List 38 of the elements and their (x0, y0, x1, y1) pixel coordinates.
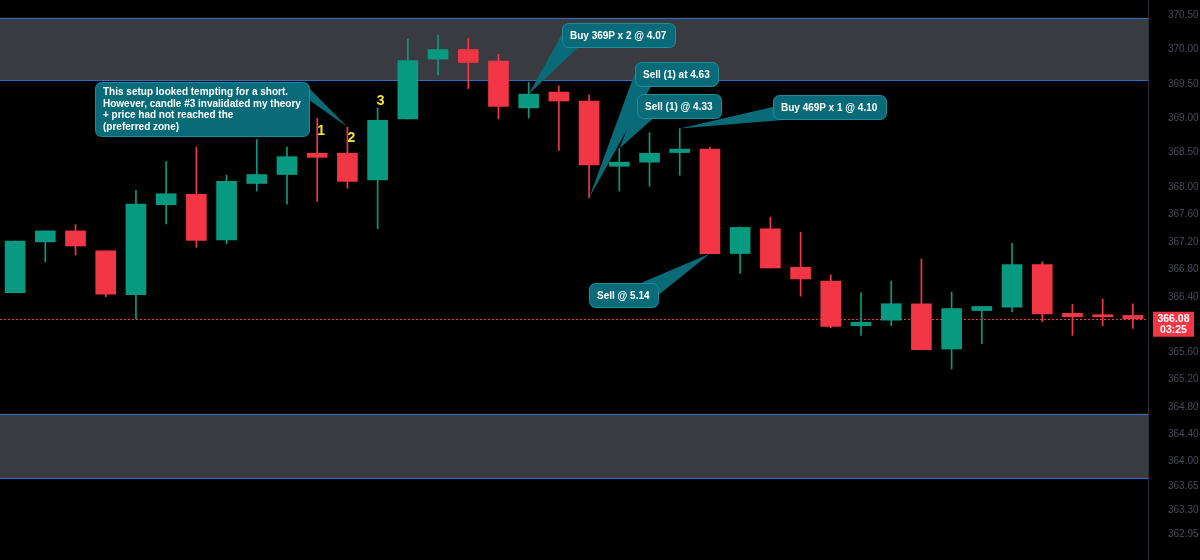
y-tick-label: 366.80 (1168, 263, 1200, 275)
candlestick (971, 306, 993, 344)
y-tick-label: 367.20 (1168, 235, 1200, 247)
y-tick-label: 369.50 (1168, 77, 1200, 89)
y-tick-label: 363.30 (1168, 503, 1200, 515)
y-tick-label: 370.00 (1168, 43, 1200, 55)
ref-line-label: 366.08 (1157, 311, 1190, 324)
y-tick-label: 368.50 (1168, 146, 1200, 158)
y-tick-label: 362.95 (1168, 527, 1200, 539)
candlestick (608, 148, 630, 192)
candlestick (457, 38, 479, 89)
y-tick-label: 369.00 (1168, 111, 1200, 123)
y-tick-label: 366.40 (1168, 290, 1200, 302)
y-tick-label: 370.50 (1168, 8, 1200, 20)
annotation: 1 (317, 122, 326, 139)
y-tick-label: 364.40 (1168, 428, 1200, 440)
annotation: Sell (1) at 4.63 (643, 68, 711, 80)
y-tick-label: 364.80 (1168, 400, 1200, 412)
candlestick (306, 117, 328, 202)
candlestick (4, 240, 26, 294)
candlestick (880, 280, 902, 327)
candlestick (155, 161, 177, 225)
y-tick-label: 368.00 (1168, 180, 1200, 192)
annotation: Buy 369P x 2 @ 4.07 (570, 29, 667, 41)
y-tick-label: 365.60 (1168, 345, 1200, 357)
candlestick (246, 139, 268, 192)
y-tick-label: 364.00 (1168, 455, 1200, 467)
annotation: Buy 469P x 1 @ 4.10 (781, 101, 878, 113)
annotation: Sell (1) @ 4.33 (645, 100, 713, 112)
annotation: 2 (347, 128, 356, 145)
candlestick (95, 250, 117, 298)
y-tick-label: 363.65 (1168, 479, 1200, 491)
text: 03:25 (1160, 322, 1188, 335)
y-tick-label: 367.60 (1168, 208, 1200, 220)
annotation: Sell @ 5.14 (597, 289, 650, 301)
annotation: This setup looked tempting for a short. However, candle #3 invalidated my theory + price had not reached the (preferred zone) (103, 86, 302, 132)
y-tick-label: 365.20 (1168, 373, 1200, 385)
annotation: 3 (376, 91, 385, 108)
